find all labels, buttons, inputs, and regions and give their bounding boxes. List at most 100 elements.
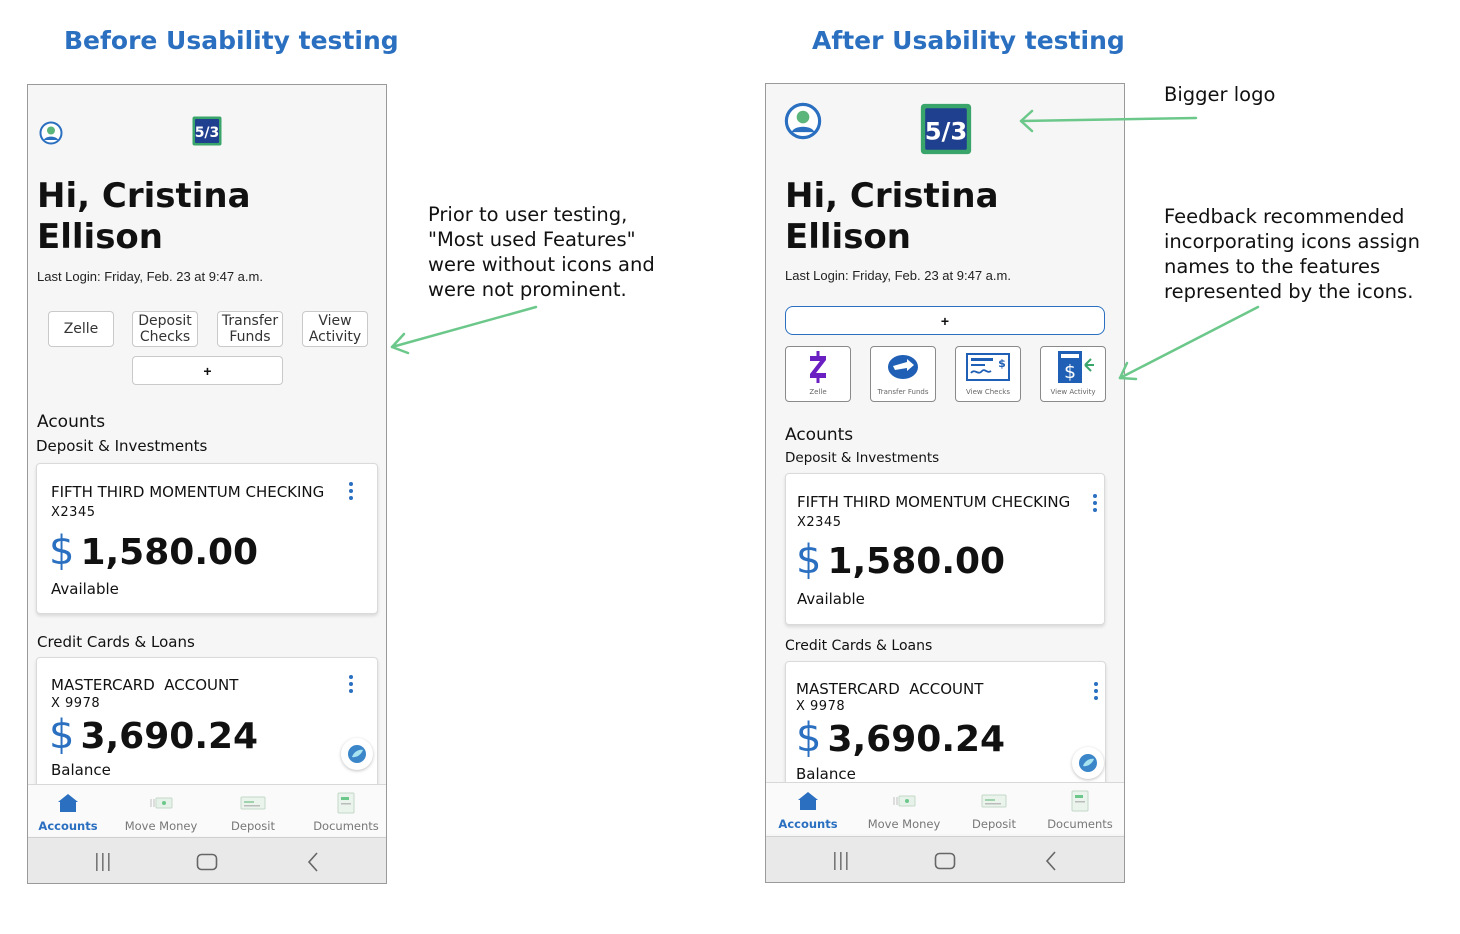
greeting-name-line2: Ellison — [37, 217, 163, 257]
zelle-button[interactable]: Zelle — [48, 311, 114, 347]
currency-symbol: $ — [49, 528, 75, 574]
view-activity-icon-button[interactable]: $ View Activity — [1040, 346, 1106, 402]
home-button-icon[interactable] — [934, 852, 956, 875]
balance-status: Available — [51, 580, 119, 598]
mastercard-account-card[interactable]: MASTERCARD ACCOUNT X 9978 $3,690.24 Bala… — [36, 657, 378, 797]
arrow-to-icon-buttons — [1118, 305, 1260, 381]
chat-icon[interactable] — [341, 738, 373, 770]
account-balance: $1,580.00 — [49, 528, 258, 574]
more-options-icon[interactable] — [1094, 682, 1098, 700]
nav-documents[interactable]: Documents — [1036, 783, 1124, 835]
credit-cards-loans-heading: Credit Cards & Loans — [785, 638, 933, 654]
nav-label: Accounts — [778, 817, 838, 831]
icon-button-label: Transfer Funds — [877, 388, 929, 396]
home-icon — [57, 791, 79, 815]
recent-apps-icon[interactable] — [832, 851, 850, 876]
system-navigation-bar — [766, 836, 1124, 882]
back-icon[interactable] — [1044, 851, 1058, 876]
home-button-icon[interactable] — [196, 853, 218, 876]
last-login-text: Last Login: Friday, Feb. 23 at 9:47 a.m. — [785, 268, 1011, 283]
mastercard-account-card[interactable]: MASTERCARD ACCOUNT X 9978 $3,690.24 Bala… — [785, 661, 1106, 796]
add-feature-button[interactable]: + — [132, 356, 283, 385]
account-balance: $1,580.00 — [796, 537, 1005, 583]
balance-amount: 1,580.00 — [80, 532, 259, 573]
after-phone-screen: 5/3 Hi, Cristina Ellison Last Login: Fri… — [765, 83, 1125, 883]
add-feature-button[interactable]: + — [785, 306, 1105, 335]
nav-label: Move Money — [124, 819, 198, 833]
icon-button-label: Zelle — [809, 388, 827, 396]
currency-symbol: $ — [796, 715, 822, 761]
arrow-to-before-buttons — [390, 305, 538, 355]
after-title: After Usability testing — [812, 26, 1125, 55]
documents-icon — [336, 791, 356, 815]
currency-symbol: $ — [796, 537, 822, 583]
nav-accounts[interactable]: Accounts — [28, 785, 108, 837]
documents-icon — [1070, 789, 1090, 813]
arrow-to-bigger-logo — [1019, 109, 1198, 133]
bottom-navigation: Accounts Move Money Deposit Documents — [28, 784, 386, 836]
transfer-funds-icon-button[interactable]: Transfer Funds — [870, 346, 936, 402]
nav-move-money[interactable]: Move Money — [858, 783, 950, 835]
credit-cards-loans-heading: Credit Cards & Loans — [37, 633, 195, 651]
accounts-heading: Acounts — [37, 412, 106, 432]
account-number: X 9978 — [796, 699, 846, 714]
nav-deposit[interactable]: Deposit — [212, 785, 294, 837]
accounts-heading: Acounts — [785, 425, 854, 445]
account-name: MASTERCARD ACCOUNT — [51, 676, 239, 694]
account-name: FIFTH THIRD MOMENTUM CHECKING — [51, 483, 325, 501]
account-name: MASTERCARD ACCOUNT — [796, 680, 984, 698]
svg-text:$: $ — [998, 357, 1006, 370]
more-options-icon[interactable] — [1093, 494, 1097, 512]
icon-button-label: View Activity — [1050, 388, 1096, 396]
account-name: FIFTH THIRD MOMENTUM CHECKING — [797, 493, 1071, 511]
greeting-name-line1: Hi, Cristina — [37, 176, 251, 216]
move-money-icon — [891, 789, 917, 813]
bottom-navigation: Accounts Move Money Deposit Documents — [766, 782, 1124, 834]
nav-documents[interactable]: Documents — [300, 785, 386, 837]
nav-accounts[interactable]: Accounts — [768, 783, 848, 835]
annotation-line: Prior to user testing, — [428, 203, 628, 226]
annotation-line: were without icons and — [428, 253, 655, 276]
icon-button-label: View Checks — [965, 388, 1011, 396]
nav-label: Move Money — [867, 817, 941, 831]
view-checks-icon-button[interactable]: $ View Checks — [955, 346, 1021, 402]
more-options-icon[interactable] — [349, 482, 353, 500]
nav-move-money[interactable]: Move Money — [114, 785, 208, 837]
transfer-funds-button[interactable]: Transfer Funds — [217, 311, 283, 347]
account-number: X 9978 — [51, 696, 101, 711]
transfer-funds-icon — [871, 350, 935, 384]
svg-text:$: $ — [1064, 361, 1076, 383]
balance-status: Available — [797, 590, 865, 608]
balance-amount: 1,580.00 — [827, 541, 1006, 582]
currency-symbol: $ — [49, 712, 75, 758]
home-icon — [797, 789, 819, 813]
balance-status: Balance — [51, 761, 111, 779]
account-balance: $3,690.24 — [49, 712, 258, 758]
chat-icon[interactable] — [1072, 747, 1104, 779]
zelle-icon-button[interactable]: Zelle — [785, 346, 851, 402]
greeting-name-line1: Hi, Cristina — [785, 176, 999, 216]
annotation-line: "Most used Features" — [428, 228, 636, 251]
nav-deposit[interactable]: Deposit — [954, 783, 1034, 835]
checking-account-card[interactable]: FIFTH THIRD MOMENTUM CHECKING X2345 $1,5… — [36, 463, 378, 614]
move-money-icon — [148, 791, 174, 815]
balance-status: Balance — [796, 765, 856, 783]
profile-avatar-icon[interactable] — [784, 102, 822, 145]
profile-avatar-icon[interactable] — [39, 121, 63, 150]
checking-account-card[interactable]: FIFTH THIRD MOMENTUM CHECKING X2345 $1,5… — [785, 473, 1105, 625]
annotation-line: Feedback recommended — [1164, 205, 1405, 228]
view-activity-button[interactable]: View Activity — [302, 311, 368, 347]
account-balance: $3,690.24 — [796, 715, 1005, 761]
prior-testing-annotation: Prior to user testing, "Most used Featur… — [428, 202, 655, 302]
annotation-line: names to the features — [1164, 255, 1381, 278]
more-options-icon[interactable] — [349, 675, 353, 693]
deposit-check-icon — [981, 789, 1007, 813]
last-login-text: Last Login: Friday, Feb. 23 at 9:47 a.m. — [37, 269, 263, 284]
fifth-third-logo-icon: 5/3 — [920, 103, 972, 160]
recent-apps-icon[interactable] — [94, 852, 112, 877]
nav-label: Documents — [313, 819, 379, 833]
deposit-checks-button[interactable]: Deposit Checks — [132, 311, 198, 347]
nav-label: Documents — [1047, 817, 1113, 831]
back-icon[interactable] — [306, 852, 320, 877]
annotation-line: represented by the icons. — [1164, 280, 1414, 303]
